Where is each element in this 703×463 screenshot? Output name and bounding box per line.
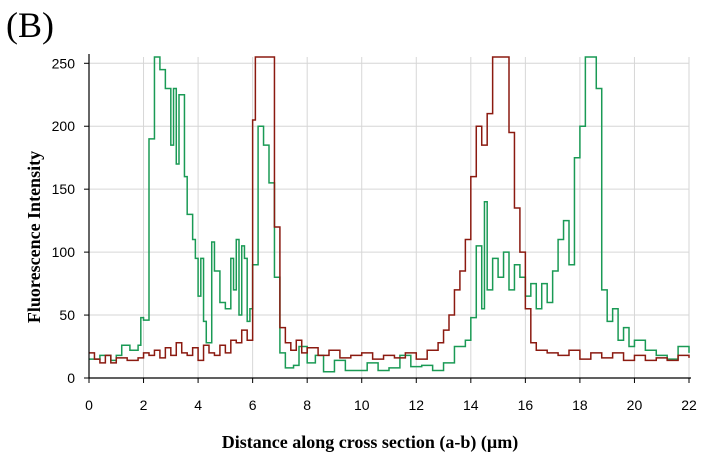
x-tick-label: 22	[681, 397, 697, 413]
y-tick-label: 100	[52, 244, 76, 260]
y-tick-label: 150	[52, 181, 76, 197]
grid	[89, 57, 690, 378]
y-tick-label: 250	[52, 55, 76, 71]
x-tick-label: 8	[303, 397, 311, 413]
series-layer	[89, 56, 690, 373]
x-tick-label: 4	[194, 397, 202, 413]
x-tick-label: 0	[85, 397, 93, 413]
series-line-2	[89, 56, 690, 364]
x-tick-label: 14	[463, 397, 479, 413]
y-tick-label: 200	[52, 118, 76, 134]
x-axis-title: Distance along cross section (a-b) (µm)	[222, 432, 519, 453]
x-tick-label: 10	[354, 397, 370, 413]
tick-labels: 0 2 4 6 8 10 12 14 16 18 20 22 0 50 100 150 200 250	[52, 55, 697, 413]
panel-label: (B)	[6, 5, 54, 45]
x-tick-label: 16	[518, 397, 534, 413]
y-tick-label: 0	[67, 370, 75, 386]
x-tick-label: 6	[249, 397, 257, 413]
x-tick-label: 12	[408, 397, 424, 413]
x-tick-label: 18	[572, 397, 588, 413]
series-line-1	[89, 56, 690, 373]
axes	[84, 54, 691, 383]
x-tick-label: 20	[627, 397, 643, 413]
y-axis-title: Fluorescence Intensity	[24, 151, 44, 323]
y-tick-label: 50	[59, 307, 75, 323]
x-tick-label: 2	[140, 397, 148, 413]
